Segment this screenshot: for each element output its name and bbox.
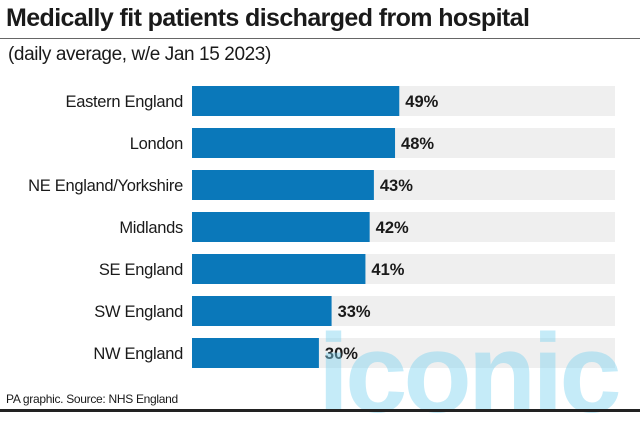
category-label: NW England <box>93 345 183 363</box>
category-label: London <box>130 135 183 153</box>
category-label: Eastern England <box>65 93 183 111</box>
value-label: 43% <box>380 177 413 195</box>
bar <box>192 170 374 200</box>
source-footer: PA graphic. Source: NHS England <box>6 392 178 406</box>
bottom-divider <box>0 409 640 412</box>
value-label: 49% <box>405 93 438 111</box>
bar <box>192 338 319 368</box>
chart-subtitle: (daily average, w/e Jan 15 2023) <box>8 44 271 65</box>
title-divider <box>0 38 640 39</box>
bar <box>192 212 370 242</box>
category-label: NE England/Yorkshire <box>28 177 183 195</box>
bar <box>192 86 400 116</box>
category-label: SE England <box>99 261 183 279</box>
category-label: SW England <box>94 303 183 321</box>
bar-chart: Eastern England 49% London 48% NE England/Yo… <box>28 86 615 368</box>
bar <box>192 296 332 326</box>
value-label: 42% <box>376 219 409 237</box>
category-label: Midlands <box>119 219 183 237</box>
value-label: 33% <box>338 303 371 321</box>
bar <box>192 254 366 284</box>
bar <box>192 128 396 158</box>
value-label: 30% <box>325 345 358 363</box>
watermark-logo: iconic <box>318 311 622 436</box>
value-label: 41% <box>371 261 404 279</box>
value-label: 48% <box>401 135 434 153</box>
chart-title: Medically fit patients discharged from h… <box>6 4 530 32</box>
